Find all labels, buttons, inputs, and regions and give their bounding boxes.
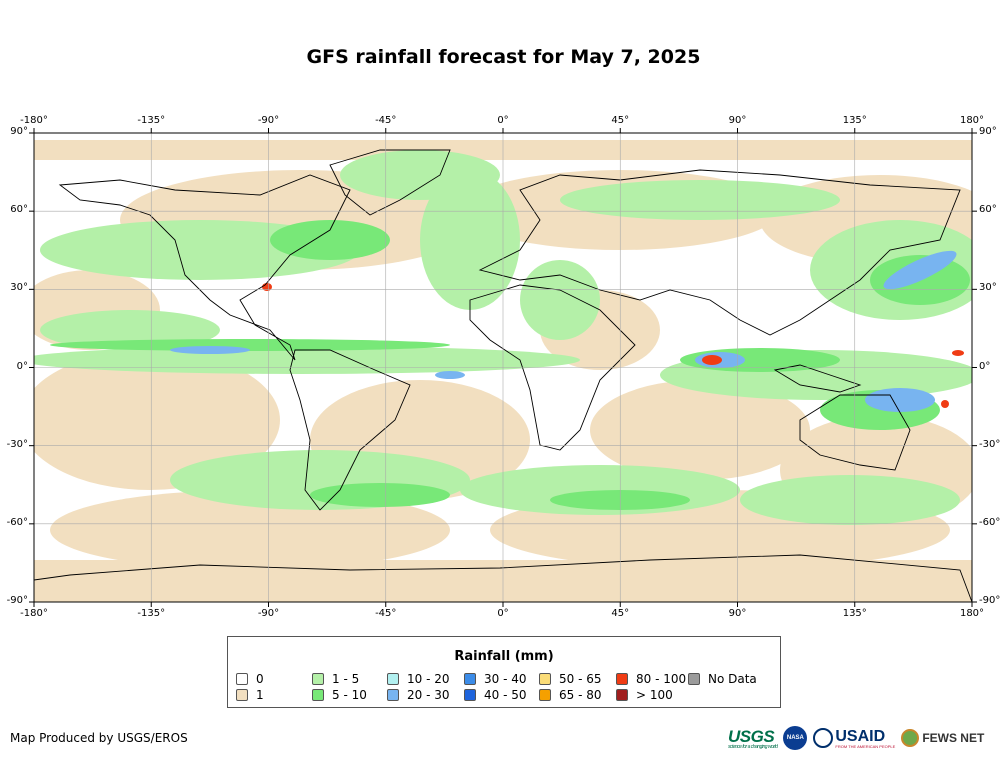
legend-item: 1 - 5 [312, 672, 359, 686]
legend-item: 10 - 20 [387, 672, 450, 686]
graticule [34, 133, 972, 602]
lat-label: 60° [10, 204, 28, 216]
lat-label: 30° [10, 282, 28, 294]
legend-swatch [616, 673, 628, 685]
legend-label: No Data [708, 672, 757, 686]
legend-label: 50 - 65 [559, 672, 602, 686]
lon-label: 180° [959, 115, 985, 126]
lon-label: 90° [728, 608, 747, 619]
lon-label: 45° [611, 608, 630, 619]
credit-text: Map Produced by USGS/EROS [10, 731, 188, 745]
legend-item: 20 - 30 [387, 688, 450, 702]
legend-swatch [616, 689, 628, 701]
lon-label: -90° [257, 608, 280, 619]
lon-label: 135° [842, 115, 867, 126]
legend-label: 0 [256, 672, 264, 686]
legend-swatch [236, 689, 248, 701]
fews-net-logo: FEWS NET [901, 729, 984, 747]
legend-label: 1 - 5 [332, 672, 360, 686]
lat-label: 0° [979, 360, 991, 372]
legend-swatch [539, 673, 551, 685]
lat-label: 90° [979, 126, 997, 137]
lat-label: -30° [6, 438, 28, 450]
legend-swatch [464, 689, 476, 701]
legend-title: Rainfall (mm) [454, 649, 554, 664]
lat-label: 60° [979, 204, 997, 216]
lat-label: -90° [979, 595, 1001, 606]
lon-label: 0° [497, 608, 509, 619]
lon-label: 45° [611, 115, 630, 126]
lon-label: -180° [20, 115, 48, 126]
lon-label: 135° [842, 608, 867, 619]
legend: Rainfall (mm) 0 1 1 - 5 5 - 10 10 - 20 20 - 3… [227, 636, 781, 708]
lat-label: 90° [10, 126, 28, 137]
legend-label: 65 - 80 [559, 688, 602, 702]
legend-swatch [539, 689, 551, 701]
lon-label: -180° [20, 608, 48, 619]
legend-swatch [688, 673, 700, 685]
legend-swatch [387, 673, 399, 685]
lat-label: -30° [979, 438, 1001, 450]
rainfall-field [34, 133, 972, 602]
lon-label: 90° [728, 115, 747, 126]
legend-label: 20 - 30 [407, 688, 450, 702]
globe-icon [901, 729, 920, 747]
legend-item: 40 - 50 [464, 688, 527, 702]
legend-label: > 100 [636, 688, 673, 702]
legend-swatch [464, 673, 476, 685]
usaid-logo: USAID FROM THE AMERICAN PEOPLE [813, 728, 895, 749]
lon-label: -135° [137, 608, 166, 619]
lon-label: 180° [959, 608, 985, 619]
legend-item: 50 - 65 [539, 672, 602, 686]
legend-swatch [387, 689, 399, 701]
logos: USGS science for a changing world NASA U… [728, 724, 1000, 752]
lat-label: 30° [979, 282, 997, 294]
lat-label: 0° [16, 360, 28, 372]
lon-label: -90° [257, 115, 280, 126]
legend-item: 65 - 80 [539, 688, 602, 702]
lat-label: -60° [979, 516, 1001, 528]
rainfall-map [29, 128, 977, 607]
legend-label: 5 - 10 [332, 688, 367, 702]
legend-item: 5 - 10 [312, 688, 367, 702]
lon-label: 0° [497, 115, 509, 126]
usaid-seal-icon [813, 728, 834, 748]
legend-item: 0 [236, 672, 264, 686]
coastlines [34, 149, 972, 602]
axis-ticks [29, 128, 977, 607]
map-title: GFS rainfall forecast for May 7, 2025 [306, 46, 701, 68]
legend-label: 10 - 20 [407, 672, 450, 686]
legend-swatch [312, 689, 324, 701]
legend-label: 1 [256, 688, 264, 702]
legend-label: 30 - 40 [484, 672, 527, 686]
legend-label: 40 - 50 [484, 688, 527, 702]
lon-label: -45° [375, 115, 397, 126]
legend-item: 30 - 40 [464, 672, 527, 686]
lat-label: -60° [6, 516, 28, 528]
lat-label: -90° [6, 595, 28, 606]
legend-item: 80 - 100 [616, 672, 686, 686]
legend-swatch [312, 673, 324, 685]
nasa-logo: NASA [783, 726, 808, 750]
usgs-logo: USGS science for a changing world [728, 726, 778, 750]
lon-label: -135° [137, 115, 166, 126]
legend-item: 1 [236, 688, 264, 702]
legend-swatch [236, 673, 248, 685]
lon-label: -45° [375, 608, 397, 619]
legend-item: > 100 [616, 688, 673, 702]
legend-item: No Data [688, 672, 757, 686]
legend-label: 80 - 100 [636, 672, 687, 686]
